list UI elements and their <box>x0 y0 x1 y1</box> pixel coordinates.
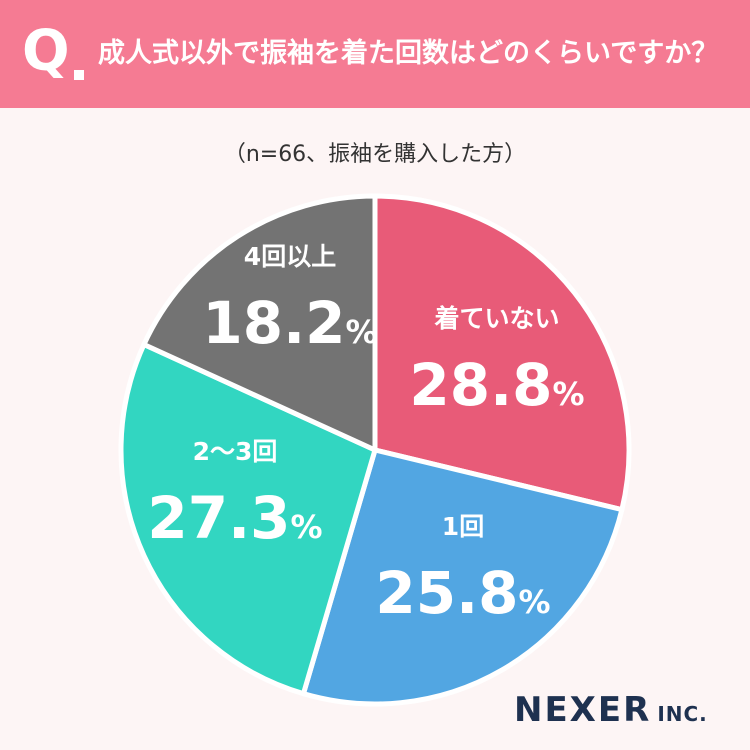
slice-label: 1回 <box>442 512 484 541</box>
slice-label: 2〜3回 <box>193 437 278 466</box>
slice-value: 28.8% <box>409 351 584 419</box>
slice-once <box>300 447 625 707</box>
sample-note: （n=66、振袖を購入した方） <box>223 142 527 167</box>
slice-value: 18.2% <box>202 289 377 357</box>
slice-label: 4回以上 <box>244 242 336 271</box>
slice-label: 着ていない <box>433 304 559 333</box>
logo-suffix: INC. <box>657 702 708 726</box>
slice-value: 25.8% <box>375 559 550 627</box>
slice-not-worn <box>372 193 632 513</box>
slice-value: 27.3% <box>147 484 322 552</box>
question-header: Q 成人式以外で振袖を着た回数はどのくらいですか？ <box>0 0 750 108</box>
nexer-logo: NEXER INC. <box>514 690 708 730</box>
slice-2-3-times <box>118 341 378 697</box>
question-text: 成人式以外で振袖を着た回数はどのくらいですか？ <box>98 38 719 69</box>
q-dot <box>74 70 84 80</box>
logo-name: NEXER <box>514 690 652 730</box>
slice-4-plus-times <box>141 193 378 453</box>
q-mark: Q <box>22 19 70 84</box>
